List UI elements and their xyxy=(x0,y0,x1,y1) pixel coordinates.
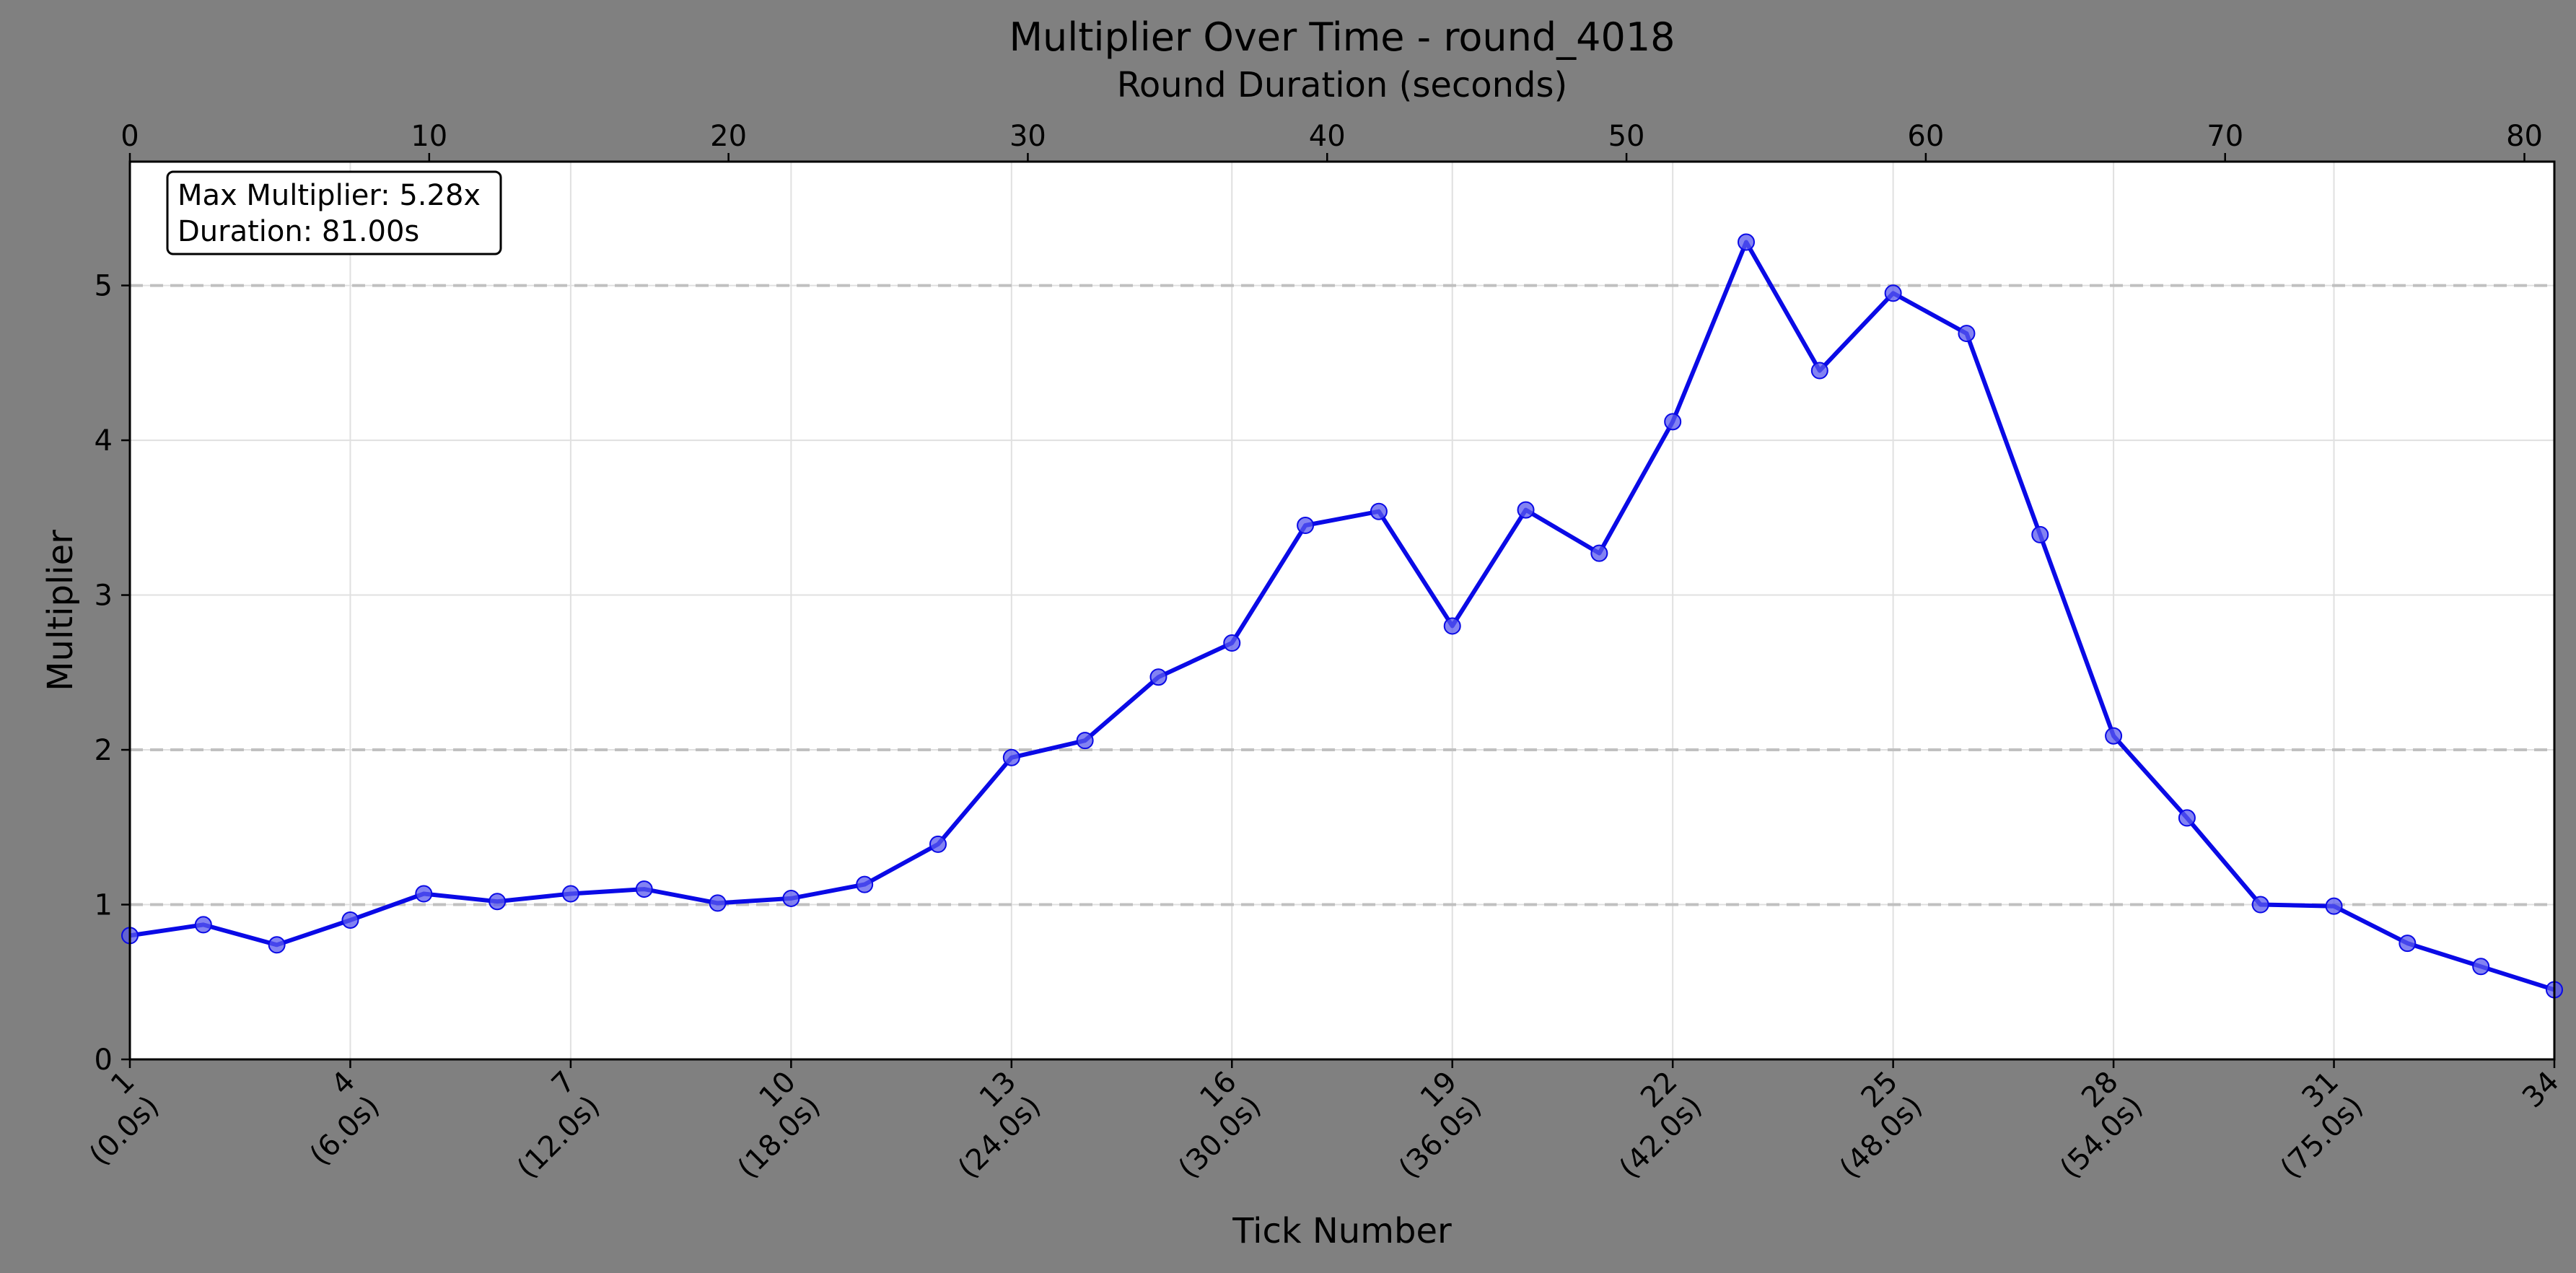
data-point xyxy=(1958,325,1976,343)
y-tick-label: 1 xyxy=(95,889,113,922)
data-point xyxy=(709,894,727,912)
x2-tick-label: 0 xyxy=(121,120,139,153)
data-point xyxy=(1002,748,1020,766)
top-axis-label: Round Duration (seconds) xyxy=(1117,65,1568,105)
x2-tick-label: 80 xyxy=(2506,120,2543,153)
x2-tick-label: 60 xyxy=(1907,120,1944,153)
y-tick-label: 5 xyxy=(95,270,113,303)
data-point xyxy=(1884,284,1902,302)
data-point xyxy=(1297,517,1315,535)
data-point xyxy=(2031,525,2049,543)
series-layer xyxy=(121,233,2563,999)
annotation-frame xyxy=(166,170,502,255)
data-point xyxy=(1223,634,1241,652)
data-point xyxy=(2178,809,2196,827)
x-tick-group: 31(75.0s) xyxy=(2274,1065,2370,1185)
data-point xyxy=(1664,413,1682,431)
x2-tick-label: 30 xyxy=(1009,120,1046,153)
data-point xyxy=(2472,958,2490,976)
data-point xyxy=(1443,617,1461,635)
data-point xyxy=(2251,896,2269,914)
data-point xyxy=(1738,233,1755,251)
data-point xyxy=(1370,502,1388,520)
x-tick-group: 16(30.0s) xyxy=(1172,1065,1267,1185)
data-point xyxy=(782,889,800,907)
annotation-box: Max Multiplier: 5.28x Duration: 81.00s xyxy=(166,170,502,255)
x-tick-sublabel: (6.0s) xyxy=(304,1090,386,1172)
x2-tick-label: 50 xyxy=(1608,120,1645,153)
x-tick-sublabel: (0.0s) xyxy=(83,1090,165,1172)
data-point xyxy=(2398,935,2417,953)
data-point xyxy=(1590,544,1608,562)
x-tick-group: 25(48.0s) xyxy=(1834,1065,1929,1185)
x2-ticks: 0 10 20 30 40 50 60 70 80 xyxy=(121,120,2543,162)
x2-tick-label: 20 xyxy=(710,120,747,153)
x-tick-group: 34 xyxy=(2516,1065,2566,1115)
y-tick-label: 3 xyxy=(95,579,113,613)
y-ticks: 0 1 2 3 4 5 xyxy=(95,270,130,1077)
y-tick-label: 2 xyxy=(95,734,113,767)
data-point xyxy=(415,885,433,903)
annotation-max-multiplier: Max Multiplier: 5.28x xyxy=(178,179,481,212)
x-tick-group: 1(0.0s) xyxy=(83,1065,165,1172)
x-tick-group: 19(36.0s) xyxy=(1393,1065,1488,1185)
x2-tick-label: 40 xyxy=(1309,120,1346,153)
plot-area xyxy=(130,162,2554,1059)
x-axis-label: Tick Number xyxy=(1232,1211,1452,1251)
data-point xyxy=(1810,362,1828,380)
x2-tick-label: 70 xyxy=(2207,120,2243,153)
y-axis-label: Multiplier xyxy=(40,530,81,691)
data-point xyxy=(635,880,653,898)
y-tick-label: 0 xyxy=(95,1044,113,1077)
data-point xyxy=(929,835,947,853)
annotation-duration: Duration: 81.00s xyxy=(178,215,419,248)
x-tick-sublabel: (12.0s) xyxy=(511,1090,606,1185)
data-point xyxy=(489,893,507,911)
reference-lines xyxy=(130,284,2554,906)
data-point xyxy=(2105,727,2123,745)
x-ticks: 1(0.0s) 4(6.0s) 7(12.0s) 10(18.0s) 13(24.0s)… xyxy=(83,1059,2566,1185)
x-tick-label: 34 xyxy=(2516,1065,2566,1115)
data-point xyxy=(194,916,212,934)
data-point xyxy=(268,936,286,954)
x-tick-group: 10(18.0s) xyxy=(732,1065,827,1185)
chart-title: Multiplier Over Time - round_4018 xyxy=(1009,14,1675,60)
x-tick-group: 22(42.0s) xyxy=(1613,1065,1708,1185)
data-point xyxy=(2325,897,2343,915)
data-point xyxy=(561,885,579,903)
data-point xyxy=(341,911,359,929)
x-tick-group: 28(54.0s) xyxy=(2054,1065,2149,1185)
data-point xyxy=(1076,732,1094,750)
series-line xyxy=(129,240,2555,992)
data-point xyxy=(856,875,874,893)
y-tick-label: 4 xyxy=(95,424,113,458)
x-tick-group: 7(12.0s) xyxy=(511,1065,606,1185)
data-point xyxy=(1149,668,1167,686)
data-point xyxy=(1517,501,1535,519)
x-tick-group: 4(6.0s) xyxy=(304,1065,386,1172)
x2-tick-label: 10 xyxy=(411,120,447,153)
x-tick-group: 13(24.0s) xyxy=(952,1065,1047,1185)
plot-frame xyxy=(128,160,2556,1061)
